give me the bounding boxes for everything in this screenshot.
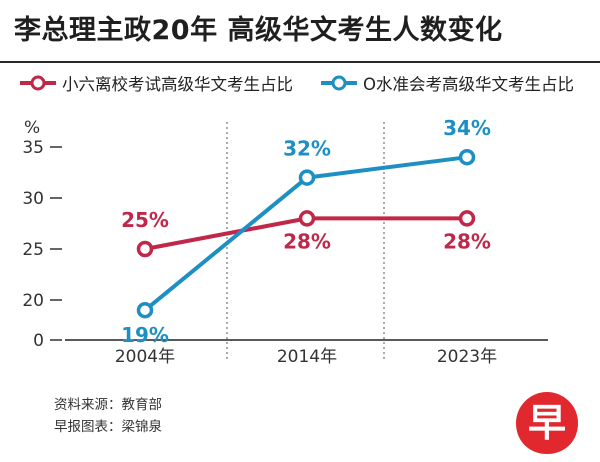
y-tick-label: 25: [22, 240, 44, 260]
legend-marker-psle: [20, 75, 56, 91]
data-label: 28%: [283, 229, 331, 253]
legend-label-olevel: O水准会考高级华文考生占比: [363, 75, 574, 94]
y-axis-unit: %: [24, 118, 40, 138]
y-tick-label: 30: [22, 189, 44, 209]
data-label: 19%: [121, 323, 169, 347]
data-point: [136, 240, 154, 258]
data-point: [136, 301, 154, 319]
data-point: [298, 210, 316, 227]
y-tick-label: 20: [22, 291, 44, 311]
x-tick-label: 2004年: [115, 347, 175, 367]
data-point: [458, 148, 476, 166]
legend-label-psle: 小六离校考试高级华文考生占比: [62, 75, 293, 94]
data-label: 34%: [443, 116, 491, 140]
data-label: 25%: [121, 208, 169, 232]
logo-badge: [516, 392, 578, 454]
footer: 资料来源：教育部 早报图表：梁锦泉: [54, 394, 162, 438]
data-label: 28%: [443, 229, 491, 253]
source-note: 资料来源：教育部: [54, 397, 162, 413]
x-tick-label: 2023年: [437, 347, 497, 367]
zaobao-logo: 早: [516, 392, 578, 454]
legend-marker-olevel: [321, 75, 357, 91]
data-label: 32%: [283, 137, 331, 161]
line-chart: % 0 20 25 30 35 2004年 2014年 2023年 25% 28% 28% 19% 32…: [22, 116, 548, 367]
data-point: [298, 169, 316, 186]
credit-note: 早报图表：梁锦泉: [54, 419, 162, 435]
logo-glyph: 早: [528, 401, 566, 445]
chart-title: 李总理主政20年 高级华文考生人数变化: [14, 15, 503, 46]
x-tick-label: 2014年: [277, 347, 337, 367]
title-divider: [0, 61, 600, 63]
y-tick-label: 35: [22, 138, 44, 158]
legend: 小六离校考试高级华文考生占比 O水准会考高级华文考生占比: [18, 71, 598, 97]
legend-item-psle: 小六离校考试高级华文考生占比: [18, 71, 293, 95]
data-point: [458, 210, 476, 227]
legend-item-olevel: O水准会考高级华文考生占比: [319, 71, 574, 95]
y-tick-label: 0: [33, 331, 44, 351]
